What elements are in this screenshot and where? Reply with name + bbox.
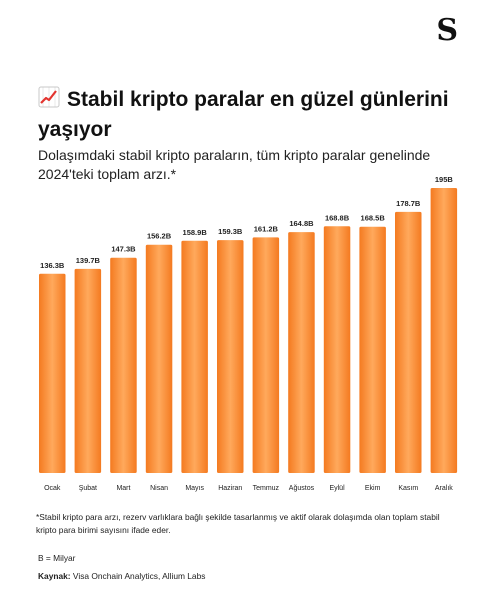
x-axis-label: Mayıs	[185, 485, 204, 492]
x-axis-label: Şubat	[79, 485, 97, 492]
x-axis-label: Ekim	[365, 485, 381, 492]
bar-1	[74, 268, 102, 473]
chart-title: Stabil kripto paralar en güzel günlerini…	[38, 86, 458, 144]
brand-logo: S	[436, 13, 458, 48]
source-line: Kaynak: Visa Onchain Analytics, Allium L…	[38, 571, 205, 581]
chart-title-text: Stabil kripto paralar en güzel günlerini…	[38, 88, 449, 141]
bar-value-label: 136.3B	[40, 261, 65, 270]
bar-3	[145, 244, 173, 473]
x-axis-label: Temmuz	[253, 485, 280, 492]
bar-value-label: 159.3B	[218, 227, 243, 236]
bar-value-label: 158.9B	[183, 228, 208, 237]
unit-legend: B = Milyar	[38, 553, 76, 563]
bar-8	[323, 226, 351, 473]
footnote: *Stabil kripto para arzı, rezerv varlıkl…	[36, 512, 440, 535]
x-axis-label: Ağustos	[289, 485, 315, 492]
x-axis-label: Ocak	[44, 485, 61, 492]
bar-value-label: 156.2B	[147, 232, 172, 241]
source-text: Visa Onchain Analytics, Allium Labs	[72, 571, 206, 581]
bar-6	[252, 237, 280, 473]
bar-7	[288, 232, 315, 473]
bar-value-label: 139.7B	[76, 256, 101, 265]
source-label: Kaynak:	[38, 571, 71, 581]
bar-11	[430, 188, 458, 473]
bar-9	[359, 226, 386, 473]
bar-value-label: 168.8B	[325, 213, 350, 222]
x-axis-label: Eylül	[329, 485, 345, 492]
x-axis-label: Mart	[116, 485, 130, 492]
x-axis-label: Nisan	[150, 485, 168, 492]
bar-chart: 136.3B Ocak 139.7B Şubat 147.3B Mart 156.2B Nis…	[39, 175, 458, 492]
bar-value-label: 178.7B	[396, 199, 421, 208]
bar-value-label: 168.5B	[361, 214, 386, 223]
bar-0	[39, 273, 66, 473]
bar-2	[110, 257, 137, 473]
chart-subtitle: Dolaşımdaki stabil kripto paraların, tüm…	[38, 147, 431, 182]
bar-value-label: 164.8B	[289, 219, 314, 228]
x-axis-label: Kasım	[398, 485, 418, 492]
x-axis-label: Haziran	[218, 485, 242, 492]
bar-5	[217, 240, 244, 473]
bar-4	[181, 240, 208, 473]
x-axis-label: Aralık	[435, 485, 453, 492]
bar-value-label: 161.2B	[254, 224, 279, 233]
bar-value-label: 147.3B	[111, 245, 136, 254]
bar-10	[395, 211, 422, 474]
chart-increasing-icon	[38, 86, 60, 116]
bar-value-label: 195B	[435, 175, 454, 184]
